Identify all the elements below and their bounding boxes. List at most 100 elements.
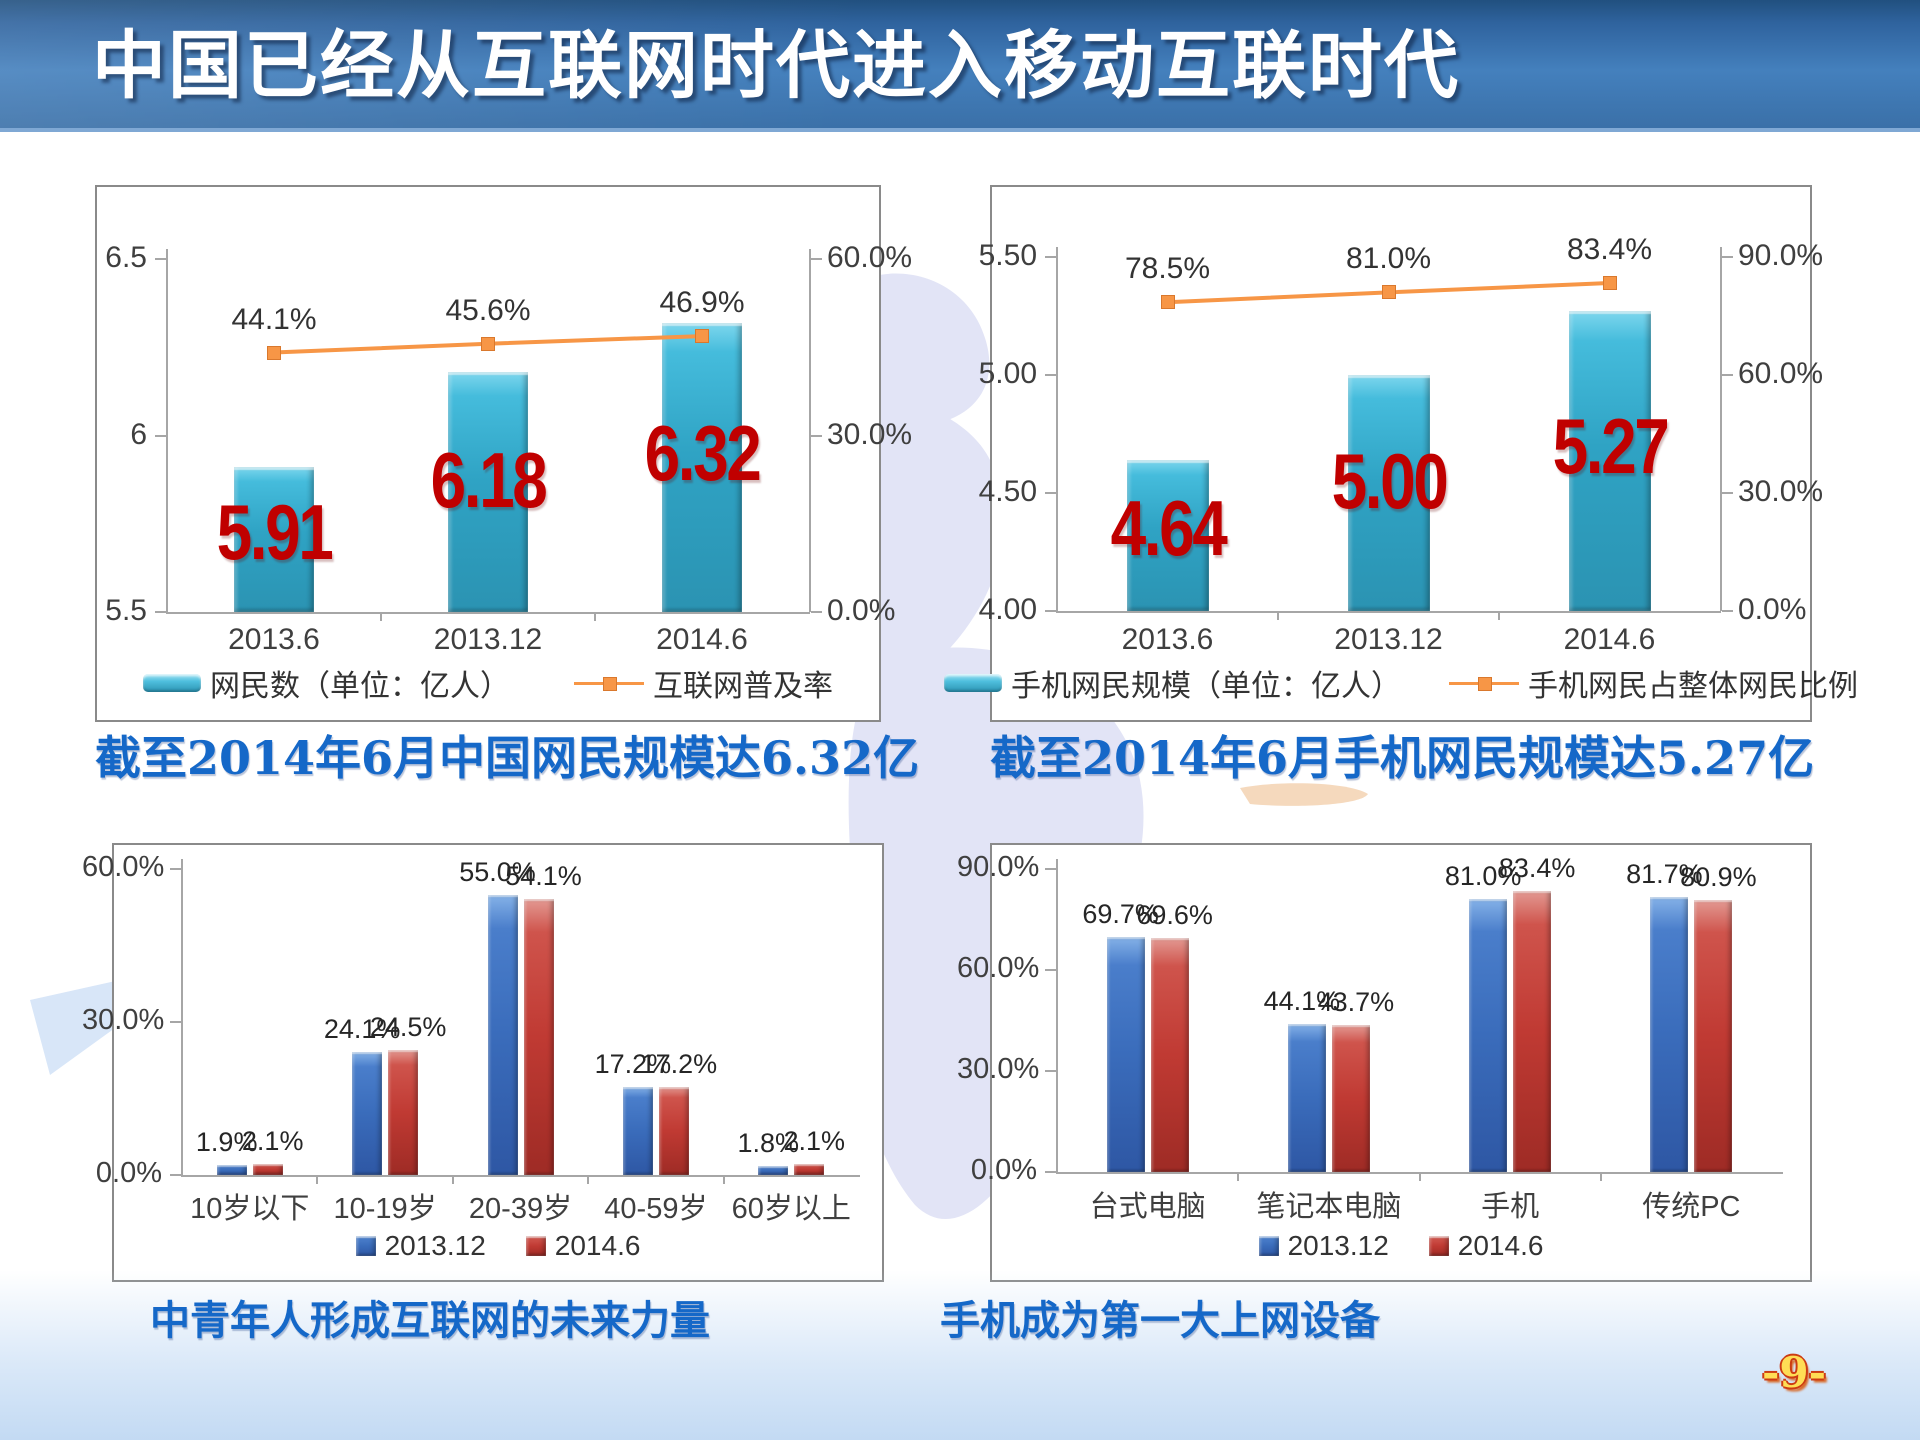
x-axis-line [1056,611,1721,613]
red-value-label: 6.18 [430,435,548,524]
line-value-label: 45.6% [445,293,531,327]
x-axis-tick [1237,1172,1240,1181]
bar [1106,937,1145,1172]
y-axis-tick-label: 90.0% [957,851,1040,883]
legend-item: 手机网民占整体网民比例 [1449,661,1858,705]
bar [388,1050,419,1175]
y-axis-tick-label: 60.0% [82,851,165,883]
caption-age-structure: 中青年人形成互联网的未来力量 [150,1297,710,1344]
legend-label: 2014.6 [1457,1230,1544,1261]
bar-value-label: 2.1% [241,1126,304,1157]
y-axis-tick-label: 4.50 [978,475,1037,508]
secondary-y-axis-tick-label: 0.0% [1738,593,1807,626]
legend-label: 网民数（单位：亿人） [210,670,510,703]
bar [234,467,314,612]
trend-line [273,334,703,355]
x-axis-label: 60岁以上 [731,1193,851,1225]
legend-label: 手机网民规模（单位：亿人） [1011,670,1401,703]
x-axis-line [181,1175,860,1177]
y-axis-tick [155,611,166,613]
x-axis-tick [1277,611,1279,620]
secondary-y-axis-tick [1722,256,1733,258]
chart-panel-devices: 90.0% 60.0% 30.0% 0.0% 台式电脑 笔记本电脑 手机 传统PC 69.7% 4… [957,843,1812,1282]
chart-panel-internet-users: 6.5 6 5.5 60.0% 30.0% 0.0% 2013.6 2013.12 2014.6… [95,185,912,722]
bar-value-label: 81.0% [1444,861,1522,892]
legend: 2013.12 2014.6 [114,1230,882,1262]
bar-value-label: 69.7% [1082,899,1159,930]
trend-line [1167,280,1610,305]
bar-value-label: 17.2% [594,1049,672,1080]
bar [1150,937,1189,1172]
bar [216,1165,247,1175]
legend-label: 2013.12 [1287,1230,1389,1261]
line-series-swatch [574,676,644,691]
line-series-swatch [1449,676,1519,691]
x-axis-tick [316,1175,319,1184]
bar [1331,1024,1370,1172]
series-swatch-icon [355,1236,376,1256]
legend-label: 手机网民占整体网民比例 [1528,670,1858,703]
y-axis-tick [1045,969,1056,971]
secondary-y-axis-tick [811,611,822,613]
legend-marker-icon [603,677,617,691]
bar-value-label: 54.1% [505,861,582,892]
y-axis-tick-label: 6.5 [105,241,147,274]
bar [1287,1023,1326,1172]
line-marker [1381,285,1396,300]
legend-item: 2013.12 [355,1230,486,1262]
x-axis-label: 2013.12 [433,623,543,656]
secondary-y-axis-tick-label: 60.0% [1738,357,1824,390]
legend: 2013.12 2014.6 [992,1230,1810,1261]
bar [794,1164,825,1175]
y-axis-tick [1045,610,1056,612]
legend-label: 2013.12 [384,1230,486,1261]
bar-value-label: 1.8% [737,1127,800,1158]
bar-value-label: 24.5% [369,1012,447,1043]
x-axis-tick [1498,611,1500,620]
secondary-y-axis-tick [811,434,822,437]
series-swatch-icon [525,1236,546,1256]
x-axis-label: 2014.6 [656,623,748,656]
bar-series-swatch-icon [944,674,1002,692]
bar-value-label: 1.9% [195,1127,258,1158]
red-value-label: 4.64 [1110,483,1227,572]
legend-item: 互联网普及率 [574,661,833,705]
y-axis-tick-label: 30.0% [957,1053,1040,1085]
bar-value-label: 83.4% [1498,853,1576,884]
x-axis-tick [380,612,382,621]
bar-value-label: 55.0% [459,856,536,887]
x-axis-tick [587,1175,590,1184]
y-axis-tick-label: 0.0% [95,1157,162,1189]
legend-label: 2014.6 [554,1230,641,1261]
bar [1568,311,1651,611]
y-axis-line [1056,247,1058,611]
x-axis-label: 台式电脑 [1089,1191,1206,1223]
secondary-y-axis-tick [1722,492,1733,494]
line-value-label: 46.9% [659,286,745,320]
y-axis-tick [1045,374,1056,376]
x-axis-label: 2013.12 [1334,623,1443,656]
bar [352,1052,383,1175]
secondary-y-axis-tick [1722,610,1733,612]
x-axis-label: 2013.6 [1121,623,1214,656]
bar-value-label: 24.1% [323,1014,401,1045]
slide-title: 中国已经从互联网时代进入移动互联时代 [92,24,1460,107]
line-value-label: 83.4% [1566,232,1653,266]
bar [448,371,528,612]
line-marker [1602,275,1617,290]
legend-item: 2014.6 [525,1230,641,1262]
y-axis-tick [170,1174,181,1176]
y-axis-tick-label: 60.0% [957,952,1040,984]
series-swatch-icon [1258,1236,1279,1256]
bar [658,1087,689,1175]
bar [662,322,742,612]
legend-marker-icon [1478,677,1492,691]
bar-value-label: 80.9% [1680,861,1757,892]
y-axis-tick [1045,492,1056,494]
series-swatch-icon [1428,1236,1449,1256]
legend-label: 互联网普及率 [653,670,833,703]
x-axis-line [166,612,810,614]
page-number: -9- [1762,1348,1827,1397]
x-axis-tick [594,612,596,621]
bar [1347,375,1430,611]
